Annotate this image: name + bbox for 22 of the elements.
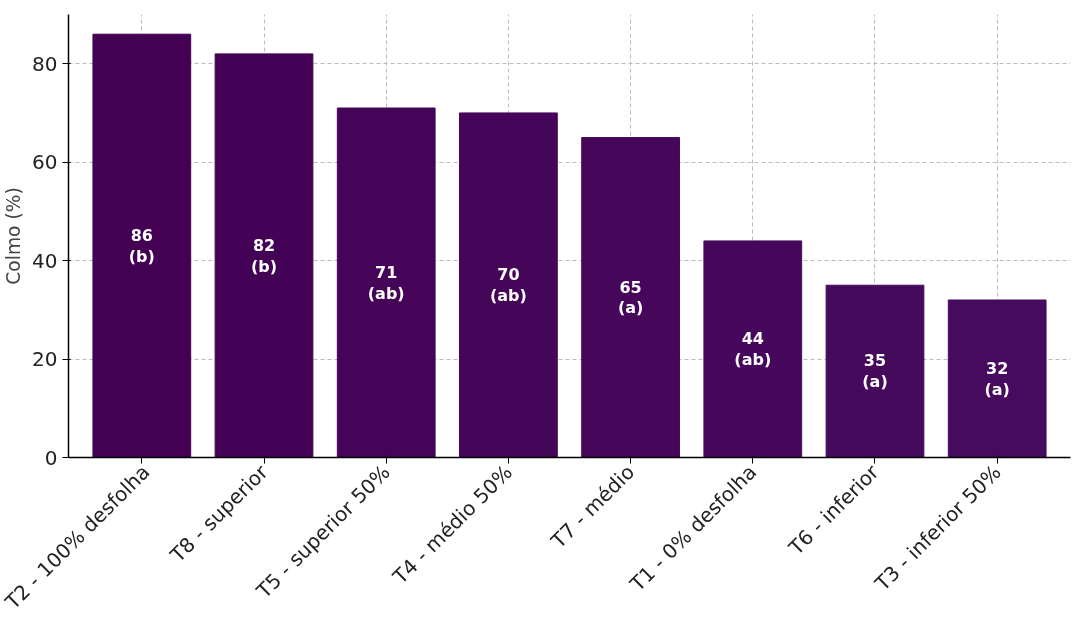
data-label: 82 (b) xyxy=(250,235,278,276)
data-label: 65 (a) xyxy=(617,277,644,318)
y-tick-label: 80 xyxy=(32,51,58,76)
bar xyxy=(336,107,436,458)
y-tick-label: 20 xyxy=(32,347,58,372)
bar xyxy=(92,33,192,458)
bar xyxy=(581,137,680,458)
data-label: 70 (ab) xyxy=(489,265,527,306)
y-tick-label: 40 xyxy=(32,248,58,273)
bar xyxy=(214,53,314,458)
y-axis-title: Colmo (%) xyxy=(3,187,25,285)
data-label: 32 (a) xyxy=(984,358,1010,399)
bar xyxy=(459,112,558,458)
data-label: 86 (b) xyxy=(128,225,155,266)
data-label: 44 (ab) xyxy=(734,329,772,370)
data-label: 35 (a) xyxy=(862,351,888,392)
bar xyxy=(825,284,925,458)
bar xyxy=(947,299,1047,458)
y-tick-label: 0 xyxy=(44,445,58,470)
y-tick-label: 60 xyxy=(32,150,58,175)
data-label: 71 (ab) xyxy=(367,262,405,303)
bar xyxy=(703,240,803,458)
